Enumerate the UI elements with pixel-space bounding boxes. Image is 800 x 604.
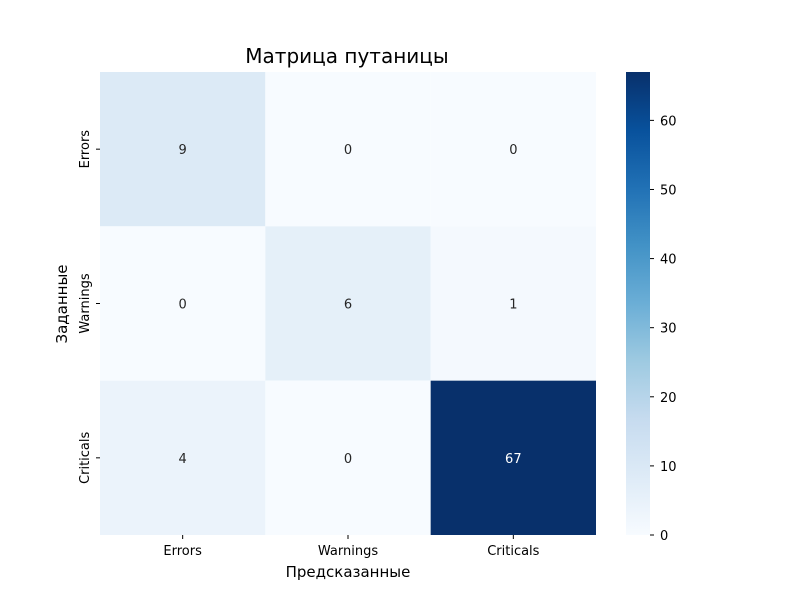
heatmap-cell (100, 72, 266, 227)
colorbar (626, 72, 650, 535)
heatmap-cell (100, 380, 266, 535)
cell-value-label: 67 (505, 452, 522, 467)
heatmap-cell (265, 380, 431, 535)
colorbar-tick-label: 0 (660, 529, 668, 544)
colorbar-tick-label: 50 (660, 183, 677, 198)
cell-value-label: 4 (179, 452, 187, 467)
y-axis-ticks: Errors Warnings Criticals (78, 130, 100, 484)
x-tick-label: Errors (163, 544, 202, 559)
cell-value-label: 6 (344, 298, 352, 313)
colorbar-tick-label: 30 (660, 322, 677, 337)
x-tick-label: Criticals (487, 544, 539, 559)
x-tick-label: Warnings (318, 544, 378, 559)
y-axis-label: Заданные (53, 264, 71, 343)
heatmap-cell (430, 72, 596, 227)
cell-value-label: 0 (179, 298, 187, 313)
cell-value-label: 0 (344, 143, 352, 158)
colorbar-tick-label: 40 (660, 253, 677, 268)
y-tick-label: Errors (78, 130, 93, 169)
heatmap-cells (100, 72, 596, 535)
y-tick-label: Warnings (78, 273, 93, 333)
heatmap-cell (100, 226, 266, 381)
heatmap-cell (265, 226, 431, 381)
colorbar-tick-label: 60 (660, 114, 677, 129)
cell-value-label: 9 (179, 143, 187, 158)
heatmap-cell (430, 380, 596, 535)
heatmap-cell (430, 226, 596, 381)
x-axis-label: Предсказанные (286, 563, 411, 581)
y-tick-label: Criticals (78, 431, 93, 483)
cell-value-labels: 9 0 0 0 6 1 4 0 67 (179, 143, 522, 467)
cell-value-label: 0 (344, 452, 352, 467)
cell-value-label: 1 (509, 298, 517, 313)
heatmap-cell (265, 72, 431, 227)
chart-title: Матрица путаницы (245, 44, 448, 68)
colorbar-tick-label: 10 (660, 460, 677, 475)
colorbar-tick-label: 20 (660, 391, 677, 406)
x-axis-ticks: Errors Warnings Criticals (163, 535, 540, 559)
cell-value-label: 0 (509, 143, 517, 158)
colorbar-ticks: 0 10 20 30 40 50 60 (650, 114, 677, 544)
